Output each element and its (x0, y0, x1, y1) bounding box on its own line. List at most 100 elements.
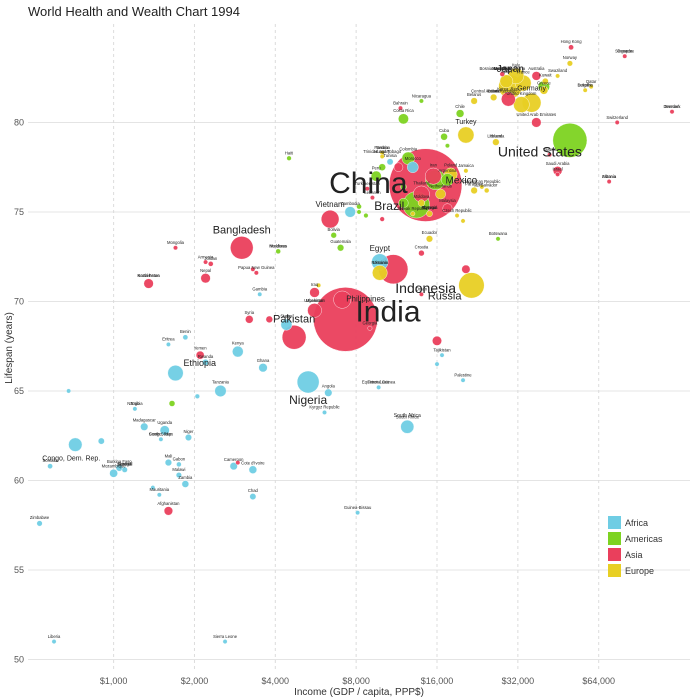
data-point (398, 113, 409, 125)
country-label-small: Cote d'Ivoire (241, 460, 265, 465)
data-point (501, 91, 516, 107)
data-point (479, 184, 485, 190)
country-label-small: Taiwan (543, 147, 557, 152)
legend-swatch (608, 532, 621, 545)
data-point (499, 74, 514, 89)
country-label-small: Malawi (172, 467, 185, 472)
country-label-small: Costa Rica (393, 108, 414, 113)
country-label: Vietnam (316, 200, 346, 209)
data-point (460, 218, 466, 224)
data-point (175, 472, 182, 479)
data-point (156, 492, 162, 498)
country-label-small: Nicaragua (412, 93, 432, 98)
country-label-small: Sweden (664, 104, 680, 109)
data-point (454, 213, 460, 218)
country-label-small: Argentina (438, 168, 457, 173)
data-point (555, 73, 561, 79)
y-tick-label: 50 (14, 654, 24, 664)
data-point (275, 248, 281, 254)
country-label-small: Latvia (488, 89, 500, 94)
data-point (461, 264, 471, 274)
data-point (230, 236, 254, 260)
country-label-small: Kenya (232, 341, 245, 346)
legend-swatch (608, 516, 621, 529)
data-point (531, 71, 542, 81)
data-point (439, 352, 445, 358)
country-label-small: Serbia (376, 145, 389, 150)
data-point (566, 60, 573, 67)
country-label-small: Burundi (118, 461, 133, 466)
country-label-small: Chile (455, 104, 465, 109)
country-label-small: Uzbekistan (304, 298, 325, 303)
country-label-small: Ghana (257, 358, 270, 363)
country-label-small: Panama (374, 145, 390, 150)
country-label-small: Haiti (285, 150, 293, 155)
data-point (166, 342, 171, 347)
country-label-small: France (517, 70, 531, 75)
country-label-small: Mali (165, 454, 173, 459)
data-point (440, 133, 448, 141)
data-point (417, 199, 425, 207)
data-point (140, 422, 149, 431)
country-label-small: Chad (248, 488, 259, 493)
data-point (324, 388, 333, 397)
country-label-small: Syria (245, 310, 255, 315)
legend-label: Asia (625, 550, 643, 560)
data-point (463, 168, 469, 174)
country-label-small: Oman (416, 287, 428, 292)
country-label-small: Netherlands (429, 184, 452, 189)
data-point (492, 138, 500, 146)
country-label-small: Iraq (311, 282, 319, 287)
data-point (470, 186, 478, 195)
data-point (214, 385, 227, 397)
data-point (669, 109, 675, 115)
data-point (202, 359, 209, 366)
country-label-small: Afghanistan (157, 501, 180, 506)
country-label-small: Tajikistan (433, 347, 451, 352)
country-label-small: Iran (430, 163, 438, 168)
data-point (176, 461, 182, 468)
country-label-small: Gambia (252, 287, 267, 292)
country-label-small: Cambodia (341, 201, 361, 206)
country-label-small: Mauritius (494, 66, 511, 71)
country-label-small: Bosnia and Herzegovina (479, 66, 525, 71)
country-label-small: Thailand (413, 180, 430, 185)
country-label-small: Azerbaijan (492, 66, 512, 71)
data-point (582, 87, 588, 93)
country-label: Ethiopia (184, 358, 217, 368)
country-label-small: Madagascar (133, 417, 157, 422)
data-point (66, 388, 72, 394)
y-tick-label: 65 (14, 386, 24, 396)
data-point (36, 520, 43, 527)
y-tick-label: 80 (14, 117, 24, 127)
country-label-small: Lithuania (487, 133, 505, 138)
country-label: Philippines (346, 295, 385, 304)
country-label: Pakistan (273, 313, 315, 325)
data-point (51, 639, 57, 644)
data-point (410, 211, 416, 217)
x-tick-label: $4,000 (262, 676, 290, 686)
legend-label: Africa (625, 518, 648, 528)
country-label-small: Maldives (270, 243, 287, 248)
country-label-small: Tunisia (383, 153, 397, 158)
country-label-small: Uganda (157, 420, 172, 425)
country-label-small: Zimbabwe (30, 515, 50, 520)
data-point (434, 361, 440, 367)
data-point (322, 410, 327, 415)
country-label-small: Belarus (467, 92, 481, 97)
country-label-small: Morocco (405, 156, 422, 161)
data-point (441, 173, 454, 187)
data-point (364, 186, 370, 192)
y-tick-label: 60 (14, 475, 24, 485)
data-point (281, 325, 307, 350)
country-label-small: Slovenia (421, 205, 438, 210)
country-label-small: Romania (371, 260, 388, 265)
country-label-small: Guinea-Bissau (344, 505, 372, 510)
country-label-small: Albania (602, 174, 617, 179)
data-point (97, 437, 105, 445)
country-label-small: Saudi Arabia (546, 161, 570, 166)
country-label: Turkey (455, 119, 477, 126)
data-point (121, 466, 128, 473)
data-point (167, 365, 184, 382)
country-label-small: Ireland (489, 133, 502, 138)
